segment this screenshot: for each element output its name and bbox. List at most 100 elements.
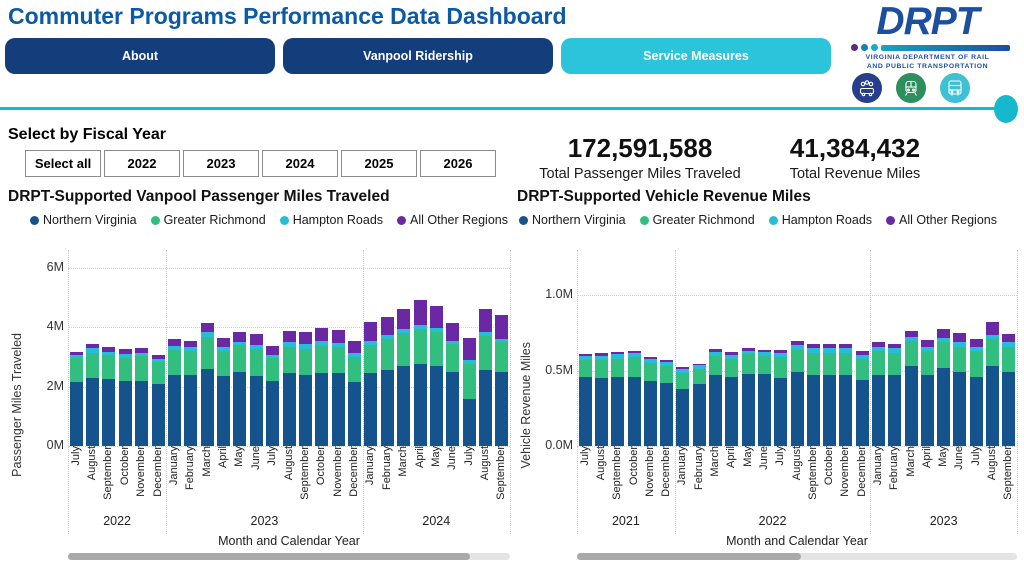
bar-segment-all-other-regions[interactable] <box>937 329 951 339</box>
bar-segment-greater-richmond[interactable] <box>266 358 280 381</box>
bar-segment-northern-virginia[interactable] <box>643 381 657 446</box>
bar-segment-northern-virginia[interactable] <box>331 373 345 446</box>
stacked-bar-april-21[interactable] <box>920 339 934 446</box>
bar-segment-northern-virginia[interactable] <box>118 380 132 446</box>
bar-segment-hampton-roads[interactable] <box>364 340 378 346</box>
bar-segment-hampton-roads[interactable] <box>578 355 592 361</box>
bar-segment-all-other-regions[interactable] <box>611 351 625 355</box>
bar-segment-all-other-regions[interactable] <box>364 322 378 341</box>
bar-segment-greater-richmond[interactable] <box>627 357 641 377</box>
bar-segment-greater-richmond[interactable] <box>86 352 100 378</box>
bar-segment-northern-virginia[interactable] <box>249 376 263 446</box>
bar-segment-northern-virginia[interactable] <box>233 371 247 446</box>
bar-segment-northern-virginia[interactable] <box>790 372 804 446</box>
bar-segment-all-other-regions[interactable] <box>479 309 493 332</box>
bar-segment-greater-richmond[interactable] <box>643 363 657 382</box>
stacked-bar-may-10[interactable] <box>741 348 755 446</box>
stacked-bar-july-24[interactable] <box>969 338 983 446</box>
fiscal-year-button-2026[interactable]: 2026 <box>420 150 496 177</box>
bar-segment-northern-virginia[interactable] <box>413 364 427 446</box>
stacked-bar-february-19[interactable] <box>888 343 902 446</box>
bar-segment-northern-virginia[interactable] <box>282 373 296 446</box>
bar-segment-hampton-roads[interactable] <box>167 346 181 351</box>
bar-segment-greater-richmond[interactable] <box>986 339 1000 367</box>
bar-segment-hampton-roads[interactable] <box>397 328 411 334</box>
bar-segment-greater-richmond[interactable] <box>217 351 231 377</box>
bar-segment-all-other-regions[interactable] <box>298 332 312 345</box>
stacked-bar-may-10[interactable] <box>233 332 247 446</box>
bar-segment-hampton-roads[interactable] <box>266 354 280 359</box>
fiscal-year-button-2022[interactable]: 2022 <box>104 150 180 177</box>
bar-segment-greater-richmond[interactable] <box>348 357 362 383</box>
stacked-bar-september-2[interactable] <box>611 351 625 446</box>
bar-segment-greater-richmond[interactable] <box>151 362 165 384</box>
bar-segment-all-other-regions[interactable] <box>348 341 362 354</box>
bar-segment-northern-virginia[interactable] <box>627 376 641 446</box>
bar-segment-hampton-roads[interactable] <box>429 328 443 332</box>
bar-segment-hampton-roads[interactable] <box>692 365 706 370</box>
bar-segment-hampton-roads[interactable] <box>102 351 116 356</box>
bar-segment-hampton-roads[interactable] <box>86 348 100 353</box>
stacked-bar-december-17[interactable] <box>348 341 362 446</box>
bar-segment-greater-richmond[interactable] <box>495 342 509 372</box>
bar-segment-all-other-regions[interactable] <box>904 330 918 337</box>
bar-segment-hampton-roads[interactable] <box>806 348 820 353</box>
bar-segment-hampton-roads[interactable] <box>233 342 247 346</box>
bar-segment-northern-virginia[interactable] <box>594 378 608 446</box>
bar-segment-all-other-regions[interactable] <box>741 348 755 351</box>
bar-segment-northern-virginia[interactable] <box>298 374 312 446</box>
bar-segment-all-other-regions[interactable] <box>135 347 149 353</box>
stacked-bar-october-3[interactable] <box>627 350 641 446</box>
bar-segment-greater-richmond[interactable] <box>920 351 934 376</box>
bar-segment-all-other-regions[interactable] <box>233 332 247 343</box>
bar-segment-northern-virginia[interactable] <box>969 376 983 446</box>
bar-segment-greater-richmond[interactable] <box>953 346 967 373</box>
bar-segment-hampton-roads[interactable] <box>986 334 1000 340</box>
bar-segment-northern-virginia[interactable] <box>217 376 231 446</box>
bar-segment-all-other-regions[interactable] <box>969 338 983 347</box>
bar-segment-all-other-regions[interactable] <box>790 340 804 346</box>
stacked-bar-august-1[interactable] <box>86 343 100 446</box>
bar-segment-greater-richmond[interactable] <box>888 352 902 376</box>
bar-segment-greater-richmond[interactable] <box>249 348 263 377</box>
bar-segment-all-other-regions[interactable] <box>249 333 263 345</box>
bar-segment-northern-virginia[interactable] <box>611 376 625 446</box>
bar-segment-greater-richmond[interactable] <box>969 351 983 377</box>
bar-segment-greater-richmond[interactable] <box>135 356 149 381</box>
stacked-bar-march-20[interactable] <box>397 309 411 446</box>
bar-segment-hampton-roads[interactable] <box>298 344 312 349</box>
bar-segment-all-other-regions[interactable] <box>888 343 902 349</box>
bar-segment-greater-richmond[interactable] <box>725 358 739 377</box>
stacked-bar-february-19[interactable] <box>380 316 394 446</box>
tab-vanpool-ridership[interactable]: Vanpool Ridership <box>283 38 553 74</box>
bar-segment-hampton-roads[interactable] <box>790 345 804 350</box>
stacked-bar-march-8[interactable] <box>200 322 214 446</box>
bar-segment-all-other-regions[interactable] <box>627 350 641 354</box>
bar-segment-all-other-regions[interactable] <box>709 349 723 352</box>
bar-segment-northern-virginia[interactable] <box>725 376 739 446</box>
bar-segment-northern-virginia[interactable] <box>888 375 902 446</box>
bar-segment-greater-richmond[interactable] <box>937 342 951 368</box>
bar-segment-greater-richmond[interactable] <box>611 358 625 377</box>
stacked-bar-september-26[interactable] <box>1002 333 1016 446</box>
bar-segment-northern-virginia[interactable] <box>757 373 771 446</box>
bar-segment-greater-richmond[interactable] <box>757 355 771 374</box>
bar-segment-northern-virginia[interactable] <box>479 370 493 446</box>
stacked-bar-december-5[interactable] <box>660 360 674 446</box>
bar-segment-greater-richmond[interactable] <box>806 352 820 376</box>
scrollbar-thumb[interactable] <box>577 553 802 560</box>
bar-segment-northern-virginia[interactable] <box>709 375 723 446</box>
bar-segment-northern-virginia[interactable] <box>920 375 934 446</box>
bar-segment-all-other-regions[interactable] <box>331 330 345 343</box>
bar-segment-all-other-regions[interactable] <box>151 355 165 360</box>
bar-segment-northern-virginia[interactable] <box>184 374 198 446</box>
bar-segment-all-other-regions[interactable] <box>429 305 443 329</box>
legend-item-greater-richmond[interactable]: Greater Richmond <box>150 213 266 227</box>
bar-segment-hampton-roads[interactable] <box>249 344 263 349</box>
bar-segment-hampton-roads[interactable] <box>660 362 674 367</box>
legend-item-all-other-regions[interactable]: All Other Regions <box>886 213 997 227</box>
bar-segment-hampton-roads[interactable] <box>871 346 885 352</box>
stacked-bar-march-8[interactable] <box>709 349 723 446</box>
bar-segment-all-other-regions[interactable] <box>953 333 967 343</box>
bar-segment-hampton-roads[interactable] <box>479 331 493 337</box>
